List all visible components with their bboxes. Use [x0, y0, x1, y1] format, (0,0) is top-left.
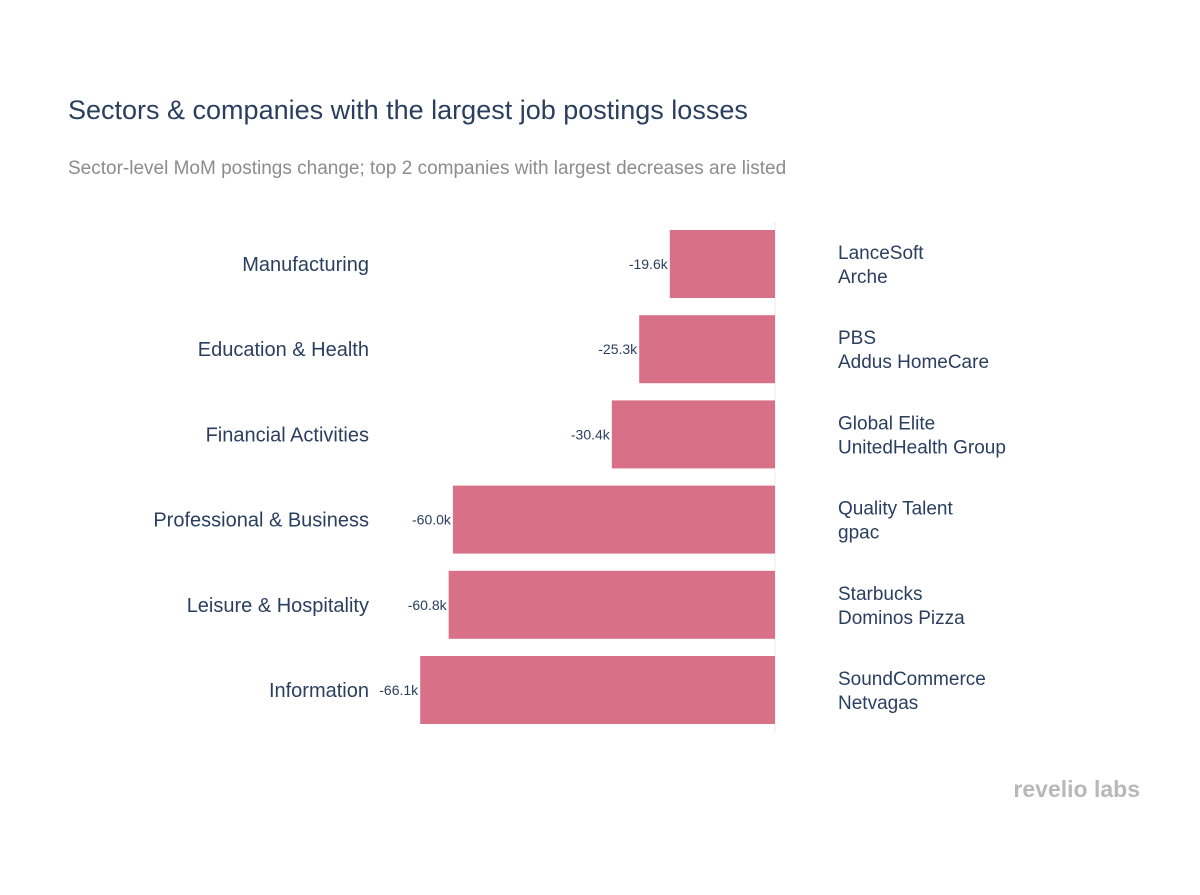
category-label-information: Information	[269, 680, 369, 702]
bar-manufacturing	[669, 230, 775, 298]
company-label: SoundCommerce	[838, 669, 986, 690]
value-label-education-and-health: -25.3k	[598, 341, 638, 357]
value-label-information: -66.1k	[379, 682, 419, 698]
category-label-financial-activities: Financial Activities	[206, 424, 369, 446]
logo-text-right: labs	[1094, 776, 1140, 802]
logo-text-left: revelio	[1013, 776, 1087, 802]
value-label-leisure-and-hospitality: -60.8k	[408, 597, 448, 613]
company-label: UnitedHealth Group	[838, 437, 1006, 458]
revelio-labs-logo: revelio labs	[1013, 776, 1140, 802]
chart-subtitle: Sector-level MoM postings change; top 2 …	[68, 158, 786, 179]
value-labels: -19.6k -25.3k -30.4k -60.0k -60.8k -66.1k	[379, 256, 669, 698]
company-label: gpac	[838, 523, 879, 544]
svg-text:revelio labs: revelio labs	[1013, 776, 1140, 802]
company-label: Addus HomeCare	[838, 352, 989, 373]
bar-education-and-health	[639, 315, 775, 384]
company-label: LanceSoft	[838, 243, 924, 264]
value-label-manufacturing: -19.6k	[629, 256, 669, 272]
bar-professional-and-business	[452, 485, 775, 554]
category-label-manufacturing: Manufacturing	[242, 254, 369, 276]
company-label: Global Elite	[838, 413, 935, 434]
chart-title: Sectors & companies with the largest job…	[68, 95, 748, 125]
company-label: Arche	[838, 267, 888, 288]
category-label-education-and-health: Education & Health	[198, 339, 369, 361]
value-label-financial-activities: -30.4k	[571, 426, 611, 442]
value-label-professional-and-business: -60.0k	[412, 512, 452, 528]
category-labels: Manufacturing Education & Health Financial…	[153, 254, 369, 702]
company-label: Quality Talent	[838, 499, 953, 520]
bar-financial-activities	[611, 400, 775, 469]
bar-leisure-and-hospitality	[448, 570, 775, 639]
company-label: PBS	[838, 328, 876, 349]
company-labels: LanceSoft Arche PBS Addus HomeCare Global El…	[838, 243, 1006, 714]
category-label-leisure-and-hospitality: Leisure & Hospitality	[187, 595, 369, 617]
category-label-professional-and-business: Professional & Business	[153, 510, 369, 532]
bar-information	[420, 656, 775, 724]
company-label: Dominos Pizza	[838, 608, 965, 629]
company-label: Starbucks	[838, 584, 922, 605]
bars-group	[420, 230, 775, 724]
company-label: Netvagas	[838, 693, 918, 714]
